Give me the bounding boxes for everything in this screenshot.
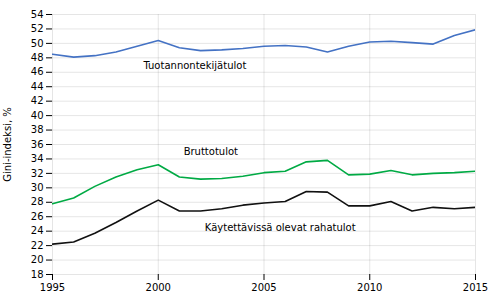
svg-text:2010: 2010 xyxy=(357,282,382,293)
svg-text:2000: 2000 xyxy=(146,282,171,293)
svg-text:54: 54 xyxy=(31,9,44,20)
svg-text:18: 18 xyxy=(31,269,44,280)
svg-text:26: 26 xyxy=(31,211,44,222)
svg-text:32: 32 xyxy=(31,168,44,179)
svg-text:Gini-indeksi, %: Gini-indeksi, % xyxy=(2,107,13,182)
svg-text:44: 44 xyxy=(31,81,44,92)
svg-text:Bruttotulot: Bruttotulot xyxy=(184,146,238,157)
svg-text:40: 40 xyxy=(31,110,44,121)
svg-text:2015: 2015 xyxy=(463,282,488,293)
svg-text:24: 24 xyxy=(31,225,44,236)
svg-text:28: 28 xyxy=(31,196,44,207)
svg-text:Tuotannontekijätulot: Tuotannontekijätulot xyxy=(142,60,246,71)
svg-text:20: 20 xyxy=(31,254,44,265)
svg-text:2005: 2005 xyxy=(251,282,276,293)
svg-text:Käytettävissä olevat rahatulot: Käytettävissä olevat rahatulot xyxy=(205,222,356,233)
svg-text:1995: 1995 xyxy=(40,282,65,293)
svg-text:48: 48 xyxy=(31,52,44,63)
svg-text:34: 34 xyxy=(31,153,44,164)
svg-text:38: 38 xyxy=(31,124,44,135)
svg-text:52: 52 xyxy=(31,23,44,34)
svg-text:46: 46 xyxy=(31,66,44,77)
svg-text:22: 22 xyxy=(31,240,44,251)
svg-text:30: 30 xyxy=(31,182,44,193)
svg-text:36: 36 xyxy=(31,139,44,150)
svg-text:42: 42 xyxy=(31,95,44,106)
svg-text:50: 50 xyxy=(31,38,44,49)
